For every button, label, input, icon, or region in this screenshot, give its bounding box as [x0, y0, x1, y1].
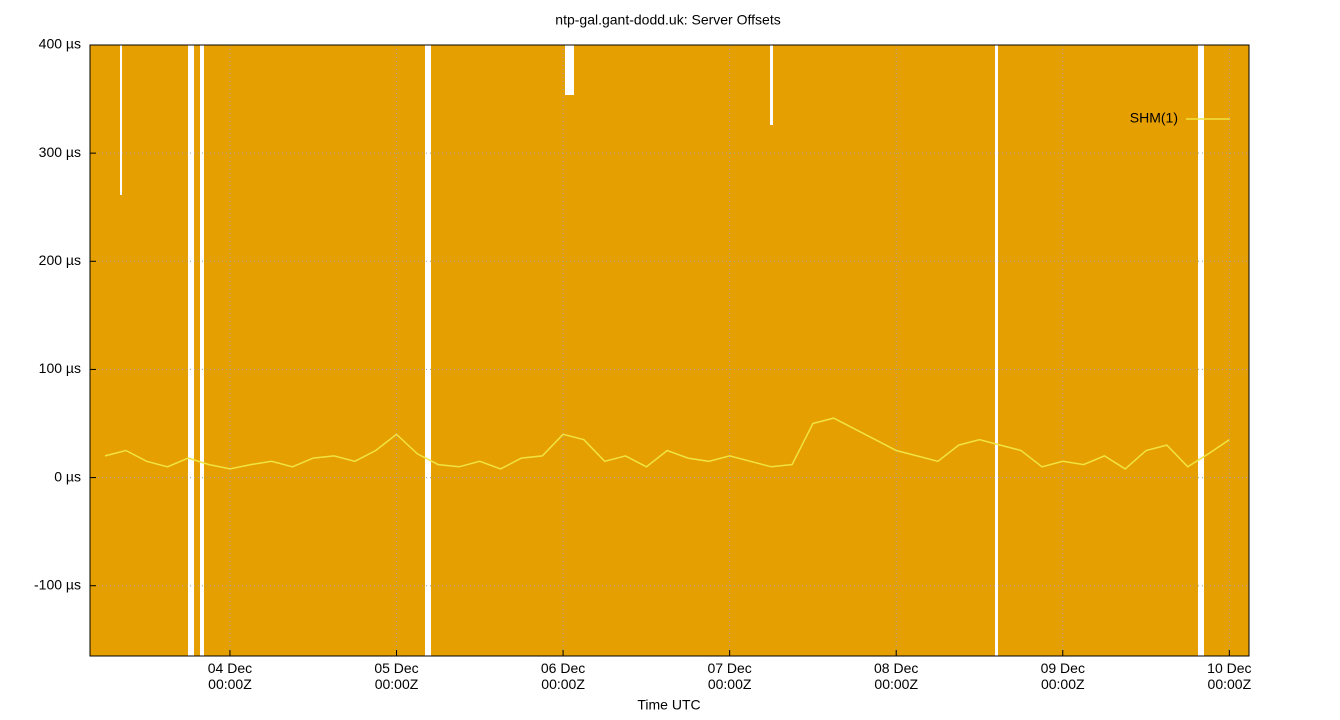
series-line: [104, 417, 1230, 470]
gap: [425, 45, 431, 656]
gap: [995, 45, 998, 656]
gap-stripes: [120, 45, 1204, 656]
gap: [188, 45, 194, 656]
plot-frame: [89, 44, 1250, 657]
x-tick-label: 10 Dec 00:00Z: [1207, 660, 1251, 692]
legend-label: SHM(1): [1130, 110, 1178, 126]
x-tick-label: 05 Dec 00:00Z: [374, 660, 418, 692]
y-tick-label: 400 µs: [39, 36, 81, 52]
x-axis-label: Time UTC: [637, 697, 700, 713]
gap: [565, 45, 574, 95]
legend: SHM(1): [1130, 110, 1230, 126]
x-tick-label: 08 Dec 00:00Z: [874, 660, 918, 692]
y-tick-label: 0 µs: [54, 468, 81, 484]
chart-title: ntp-gal.gant-dodd.uk: Server Offsets: [555, 12, 780, 28]
x-tick-label: 06 Dec 00:00Z: [541, 660, 585, 692]
x-tick-label: 09 Dec 00:00Z: [1041, 660, 1085, 692]
plot-background: [90, 45, 1249, 656]
gap: [770, 45, 773, 125]
gap: [120, 45, 122, 195]
gap: [1198, 45, 1204, 656]
y-tick-label: 200 µs: [39, 252, 81, 268]
series-lines: [104, 417, 1230, 470]
y-tick-label: 300 µs: [39, 144, 81, 160]
x-tick-label: 04 Dec 00:00Z: [208, 660, 252, 692]
gap: [200, 45, 204, 656]
y-tick-label: -100 µs: [34, 576, 81, 592]
y-tick-label: 100 µs: [39, 360, 81, 376]
x-tick-label: 07 Dec 00:00Z: [707, 660, 751, 692]
